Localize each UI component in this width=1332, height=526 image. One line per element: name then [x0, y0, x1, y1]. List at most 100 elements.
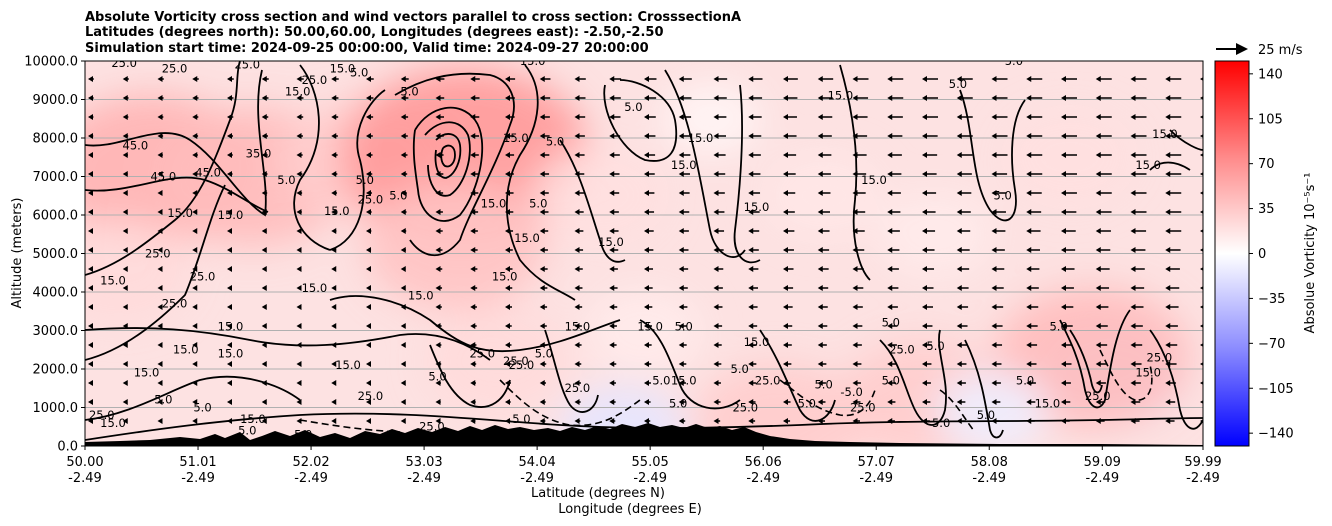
wind-vector	[817, 285, 829, 291]
wind-vector	[122, 304, 128, 310]
wind-vector	[748, 285, 758, 291]
wind-vector	[435, 323, 442, 329]
wind-vector	[157, 152, 163, 158]
wind-vector	[574, 342, 582, 348]
contour-line	[1169, 129, 1203, 151]
wind-vector	[1200, 153, 1203, 157]
title-line-2: Latitudes (degrees north): 50.00,60.00, …	[85, 25, 664, 40]
wind-vector	[609, 209, 619, 215]
contour-label: 5.0	[400, 85, 418, 99]
wind-vector	[470, 209, 479, 215]
contour-label: 25.0	[358, 192, 384, 206]
contour-line	[85, 375, 301, 421]
wind-vector	[1130, 323, 1143, 329]
wind-vector	[470, 114, 480, 120]
wind-vector	[1130, 304, 1144, 310]
wind-vector	[956, 171, 972, 177]
wind-vector	[991, 342, 1003, 348]
contour-label: 5.0	[652, 373, 670, 387]
wind-vector	[366, 361, 371, 367]
contour-label: 5.0	[882, 373, 900, 387]
contour-label: 25.0	[358, 389, 384, 403]
wind-vector	[157, 399, 163, 405]
wind-vector	[88, 323, 93, 329]
wind-vector	[922, 285, 934, 291]
wind-vector	[331, 399, 337, 405]
wind-vector	[1130, 361, 1142, 367]
wind-vector	[1095, 171, 1112, 177]
wind-vector	[574, 76, 586, 82]
wind-vector	[227, 285, 232, 291]
wind-vector	[1095, 418, 1105, 424]
negative-contour-line	[1099, 349, 1153, 401]
wind-vector	[609, 95, 621, 101]
wind-vector	[922, 171, 937, 177]
contour-line	[1069, 329, 1103, 394]
wind-vector	[88, 190, 93, 196]
wind-vector	[1095, 266, 1110, 272]
wind-vector	[400, 304, 406, 310]
wind-vector	[1200, 400, 1203, 404]
wind-vector	[539, 171, 550, 177]
wind-vector	[505, 114, 515, 120]
y-tick-label: 1000.0	[33, 401, 79, 416]
wind-vector	[366, 380, 371, 386]
contour-label: 25.0	[162, 296, 188, 310]
contour-label: 5.0	[356, 173, 374, 187]
wind-vector	[783, 133, 797, 139]
wind-vector	[296, 266, 302, 272]
wind-vector	[748, 399, 756, 405]
wind-vector	[435, 190, 444, 196]
wind-vector	[227, 399, 232, 405]
wind-vector	[817, 247, 830, 253]
wind-vector	[1130, 266, 1145, 272]
wind-vector	[122, 152, 128, 158]
wind-vector	[852, 76, 869, 82]
wind-vector	[366, 304, 371, 310]
wind-vector	[922, 209, 936, 215]
wind-vector	[261, 323, 267, 329]
wind-vector	[1130, 171, 1147, 177]
wind-vector	[331, 133, 338, 139]
wind-vector	[1130, 190, 1147, 196]
contour-line	[1149, 329, 1203, 430]
wind-vector	[400, 399, 406, 405]
wind-vector	[192, 380, 198, 386]
wind-vector	[956, 399, 966, 405]
wind-vector	[1165, 209, 1182, 215]
wind-vector	[817, 323, 828, 329]
contour-label: 15.0	[481, 196, 507, 210]
wind-vector	[470, 228, 478, 234]
wind-vector	[817, 114, 833, 120]
wind-vector	[1026, 152, 1043, 158]
wind-vector	[470, 323, 477, 329]
contour-label: 15.0	[1135, 158, 1161, 172]
wind-vector	[1061, 95, 1077, 101]
y-tick-label: 8000.0	[33, 132, 79, 147]
wind-vector	[227, 323, 232, 329]
wind-vector	[713, 171, 726, 177]
wind-vector	[991, 361, 1002, 367]
wind-vector	[192, 114, 199, 120]
wind-vector	[1061, 114, 1077, 120]
y-axis: 0.0 1000.0 2000.0 3000.0 4000.0 5000.0 6000.0 7…	[24, 55, 85, 455]
wind-vector	[261, 342, 267, 348]
wind-vector	[366, 133, 373, 139]
wind-vector	[1165, 361, 1177, 367]
wind-vector	[713, 209, 725, 215]
wind-vector	[296, 152, 303, 158]
wind-vector	[88, 133, 94, 139]
contour-label: 5.0	[994, 189, 1012, 203]
wind-vector	[470, 361, 477, 367]
wind-vector	[991, 209, 1006, 215]
wind-vector	[157, 247, 163, 253]
wind-vector	[574, 152, 585, 158]
wind-vector	[1200, 343, 1203, 347]
contour-label: 15.0	[330, 62, 356, 76]
wind-vector	[644, 399, 651, 405]
contour-label: 25.0	[565, 381, 591, 395]
wind-vector	[296, 228, 302, 234]
wind-vector	[817, 133, 832, 139]
wind-vector	[644, 304, 653, 310]
wind-vector	[644, 418, 651, 424]
